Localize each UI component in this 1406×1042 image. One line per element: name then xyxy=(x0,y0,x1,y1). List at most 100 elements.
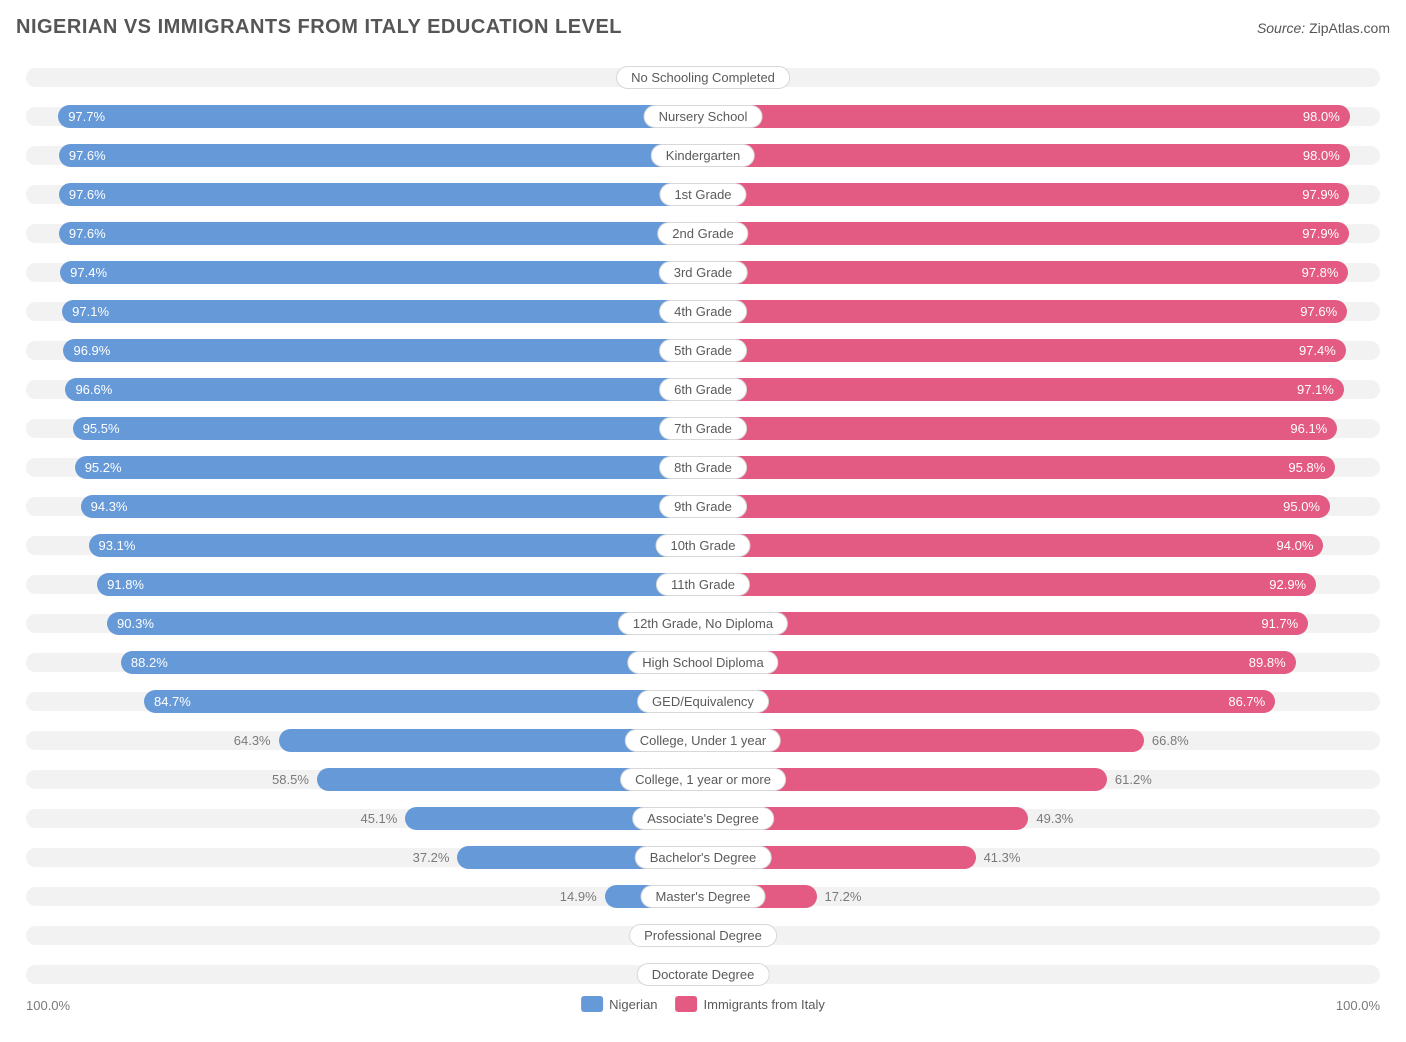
bar-left-value: 58.5% xyxy=(272,768,309,791)
chart-row: 45.1%49.3%Associate's Degree xyxy=(16,800,1390,834)
bar-right-value: 41.3% xyxy=(984,846,1021,869)
axis-left-max: 100.0% xyxy=(26,998,70,1013)
category-label: 2nd Grade xyxy=(657,222,748,245)
bar-left-value: 97.7% xyxy=(68,109,105,124)
bar-left-value: 90.3% xyxy=(117,616,154,631)
bar-left: 97.1% xyxy=(62,300,703,323)
bar-left-value: 64.3% xyxy=(234,729,271,752)
chart-row: 97.6% 98.0% Kindergarten xyxy=(16,137,1390,171)
category-label: Kindergarten xyxy=(651,144,755,167)
category-label: 10th Grade xyxy=(655,534,750,557)
bar-left-value: 95.2% xyxy=(85,460,122,475)
bar-left: 90.3% xyxy=(107,612,703,635)
chart-row: 97.7%98.0%Nursery School xyxy=(16,98,1390,132)
bar-left-value: 88.2% xyxy=(131,655,168,670)
bar-right: 94.0% xyxy=(703,534,1323,557)
chart-header: NIGERIAN VS IMMIGRANTS FROM ITALY EDUCAT… xyxy=(16,16,1390,39)
category-label: GED/Equivalency xyxy=(637,690,769,713)
legend-right-label: Immigrants from Italy xyxy=(704,997,825,1012)
bar-right: 97.9% xyxy=(703,222,1349,245)
category-label: Associate's Degree xyxy=(632,807,774,830)
source-value: ZipAtlas.com xyxy=(1309,20,1390,36)
track-right xyxy=(720,887,1380,906)
chart-row: 95.5%96.1%7th Grade xyxy=(16,410,1390,444)
chart-row: 96.6%97.1%6th Grade xyxy=(16,371,1390,405)
bar-right-value: 97.9% xyxy=(1302,187,1339,202)
chart-row: 97.6%97.9%1st Grade xyxy=(16,176,1390,210)
bar-left: 97.6% xyxy=(59,183,703,206)
bar-right: 96.1% xyxy=(703,417,1337,440)
bar-left-value: 93.1% xyxy=(99,538,136,553)
category-label: College, 1 year or more xyxy=(620,768,786,791)
chart-row: 97.1% 97.6% 4th Grade xyxy=(16,293,1390,327)
bar-left: 97.6% xyxy=(59,222,703,245)
bar-left: 84.7% xyxy=(144,690,703,713)
bar-right-value: 94.0% xyxy=(1277,538,1314,553)
chart-row: 93.1% 94.0% 10th Grade xyxy=(16,527,1390,561)
category-label: 5th Grade xyxy=(659,339,747,362)
chart-row: 1.8%2.1%Doctorate Degree xyxy=(16,956,1390,990)
category-label: Nursery School xyxy=(644,105,763,128)
bar-right-value: 91.7% xyxy=(1261,616,1298,631)
legend-swatch-left xyxy=(581,996,603,1012)
bar-right: 97.6% xyxy=(703,300,1347,323)
bar-left: 97.4% xyxy=(60,261,703,284)
bar-right: 97.1% xyxy=(703,378,1344,401)
chart-row: 96.9% 97.4%5th Grade xyxy=(16,332,1390,366)
bar-left-value: 96.9% xyxy=(73,343,110,358)
chart-row: 2.3%2.0%No Schooling Completed xyxy=(16,59,1390,93)
bar-right-value: 98.0% xyxy=(1303,148,1340,163)
bar-right-value: 92.9% xyxy=(1269,577,1306,592)
chart-source: Source: ZipAtlas.com xyxy=(1257,20,1390,36)
bar-left: 94.3% xyxy=(81,495,703,518)
bar-right: 97.4% xyxy=(703,339,1346,362)
category-label: 4th Grade xyxy=(659,300,747,323)
bar-right-value: 97.1% xyxy=(1297,382,1334,397)
category-label: College, Under 1 year xyxy=(625,729,781,752)
bar-left-value: 96.6% xyxy=(75,382,112,397)
axis-right-max: 100.0% xyxy=(1336,998,1380,1013)
bar-right: 92.9% xyxy=(703,573,1316,596)
chart-row: 97.4%97.8%3rd Grade xyxy=(16,254,1390,288)
bar-left-value: 14.9% xyxy=(560,885,597,908)
bar-left: 93.1% xyxy=(89,534,703,557)
bar-left: 97.6% xyxy=(59,144,703,167)
chart-row: 88.2% 89.8% High School Diploma xyxy=(16,644,1390,678)
bar-right-value: 97.6% xyxy=(1300,304,1337,319)
bar-left-value: 97.1% xyxy=(72,304,109,319)
category-label: Professional Degree xyxy=(629,924,777,947)
category-label: No Schooling Completed xyxy=(616,66,790,89)
bar-right-value: 95.0% xyxy=(1283,499,1320,514)
bar-right-value: 61.2% xyxy=(1115,768,1152,791)
bar-left: 91.8% xyxy=(97,573,703,596)
bar-left-value: 91.8% xyxy=(107,577,144,592)
bar-right-value: 89.8% xyxy=(1249,655,1286,670)
legend-left-label: Nigerian xyxy=(609,997,657,1012)
chart-row: 14.9%17.2%Master's Degree xyxy=(16,878,1390,912)
chart-row: 37.2%41.3%Bachelor's Degree xyxy=(16,839,1390,873)
bar-left-value: 45.1% xyxy=(360,807,397,830)
legend-right: Immigrants from Italy xyxy=(676,996,825,1012)
category-label: 9th Grade xyxy=(659,495,747,518)
category-label: 12th Grade, No Diploma xyxy=(618,612,788,635)
diverging-bar-chart: 2.3%2.0%No Schooling Completed97.7%98.0%… xyxy=(16,59,1390,990)
bar-left-value: 97.6% xyxy=(69,148,106,163)
category-label: 7th Grade xyxy=(659,417,747,440)
bar-left: 96.9% xyxy=(63,339,703,362)
bar-right-value: 86.7% xyxy=(1228,694,1265,709)
category-label: 8th Grade xyxy=(659,456,747,479)
bar-right: 97.9% xyxy=(703,183,1349,206)
bar-right: 89.8% xyxy=(703,651,1296,674)
chart-row: 91.8%92.9%11th Grade xyxy=(16,566,1390,600)
source-label: Source: xyxy=(1257,20,1305,36)
chart-row: 58.5% 61.2% College, 1 year or more xyxy=(16,761,1390,795)
bar-right: 95.8% xyxy=(703,456,1335,479)
track-right xyxy=(720,926,1380,945)
track-left xyxy=(26,926,686,945)
chart-row: 97.6%97.9%2nd Grade xyxy=(16,215,1390,249)
category-label: Master's Degree xyxy=(641,885,766,908)
category-label: High School Diploma xyxy=(627,651,778,674)
bar-left-value: 97.6% xyxy=(69,187,106,202)
bar-right-value: 97.8% xyxy=(1302,265,1339,280)
chart-row: 84.7% 86.7% GED/Equivalency xyxy=(16,683,1390,717)
